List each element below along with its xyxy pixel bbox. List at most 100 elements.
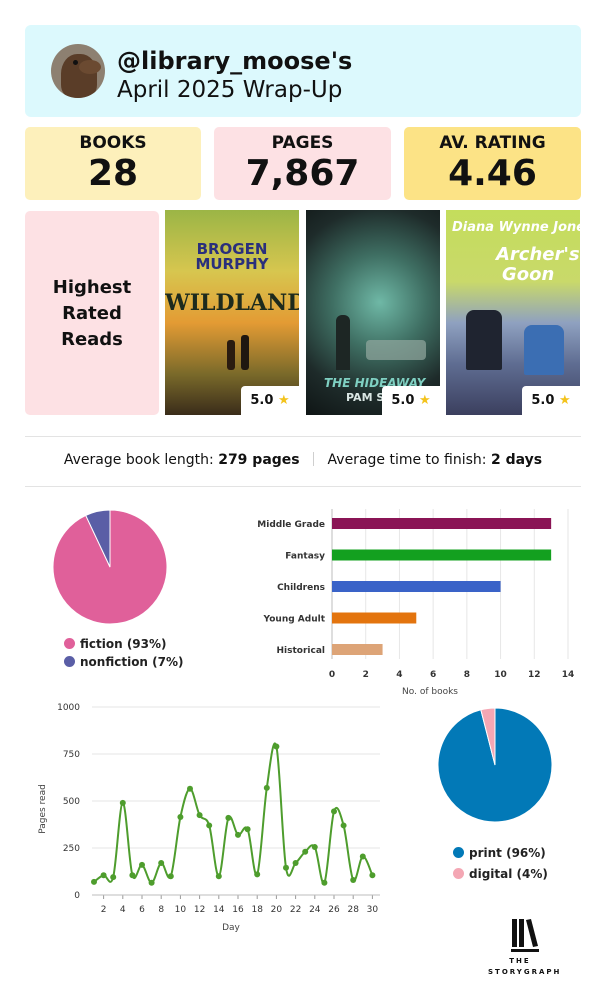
x-tick-label: 12 xyxy=(194,905,205,915)
data-point xyxy=(292,860,299,867)
category-label: Historical xyxy=(277,646,325,656)
data-point xyxy=(369,872,376,879)
avatar[interactable] xyxy=(51,44,105,98)
wrap-up-header: @library_moose's April 2025 Wrap-Up xyxy=(25,25,581,117)
data-point xyxy=(273,743,280,750)
x-tick-label: 10 xyxy=(175,905,187,915)
x-tick-label: 4 xyxy=(396,670,402,680)
data-point xyxy=(100,872,107,879)
series-line xyxy=(93,742,374,885)
legend-nonfiction: nonfiction (7%) xyxy=(64,655,184,669)
bar xyxy=(332,549,552,561)
username[interactable]: @library_moose's xyxy=(117,47,353,75)
divider xyxy=(313,452,315,466)
category-label: Middle Grade xyxy=(257,520,325,530)
cover-author: Diana Wynne Jones xyxy=(452,220,580,235)
x-tick-label: 8 xyxy=(464,670,470,680)
x-tick-label: 0 xyxy=(329,670,335,680)
pages-stat-card: PAGES 7,867 xyxy=(214,127,391,200)
avg-length-label: Average book length: xyxy=(63,452,214,468)
highest-rated-line: Highest xyxy=(52,277,132,298)
bar xyxy=(332,644,383,655)
data-point xyxy=(206,822,213,829)
book-cover-wildlands[interactable]: BROGEN MURPHY WILDLANDS 5.0 ★ xyxy=(165,210,299,415)
data-point xyxy=(119,799,126,806)
x-tick-label: 28 xyxy=(347,905,359,915)
data-point xyxy=(215,873,222,880)
book-cover-hideaway[interactable]: THE HIDEAWAY PAM S 5.0 ★ xyxy=(306,210,440,415)
cover-title: Goon xyxy=(502,264,555,285)
data-point xyxy=(283,864,289,871)
x-tick-label: 22 xyxy=(290,905,301,915)
y-tick-label: 250 xyxy=(63,844,80,854)
books-stat-value: 28 xyxy=(87,153,139,194)
x-axis-label: Day xyxy=(222,923,240,933)
x-tick-label: 2 xyxy=(101,905,107,915)
divider xyxy=(25,436,581,437)
rating-badge: 5.0 ★ xyxy=(522,386,580,415)
pages-stat-label: PAGES xyxy=(271,133,334,153)
data-point xyxy=(225,814,232,821)
legend-fiction: fiction (93%) xyxy=(64,637,167,651)
print-digital-pie xyxy=(437,707,553,823)
rating-stat-card: AV. RATING 4.46 xyxy=(404,127,581,200)
x-tick-label: 20 xyxy=(271,905,283,915)
averages-row: Average book length: 279 pages Average t… xyxy=(25,452,581,468)
data-point xyxy=(311,844,318,851)
pie-slice-digital xyxy=(480,707,496,766)
cover-author: PAM S xyxy=(346,391,385,404)
highest-rated-line: Reads xyxy=(61,329,123,350)
data-point xyxy=(187,785,193,792)
rating-badge: 5.0 ★ xyxy=(382,386,440,415)
highest-rated-label-box: Highest Rated Reads xyxy=(25,211,159,415)
data-point xyxy=(359,853,366,860)
x-tick-label: 14 xyxy=(562,670,575,680)
data-point xyxy=(129,872,136,879)
y-axis-label: Pages read xyxy=(38,784,48,834)
avg-length-value: 279 pages xyxy=(218,452,300,468)
storygraph-logo[interactable]: THE STORYGRAPH xyxy=(488,917,562,977)
y-tick-label: 1000 xyxy=(57,703,80,713)
rating-stat-value: 4.46 xyxy=(448,153,537,194)
highest-rated-line: Rated xyxy=(62,303,122,324)
logo-line2: STORYGRAPH xyxy=(488,968,562,976)
data-point xyxy=(177,813,184,820)
rating-badge: 5.0 ★ xyxy=(241,386,299,415)
x-axis-label: No. of books xyxy=(402,687,458,697)
page-title: April 2025 Wrap-Up xyxy=(117,77,343,103)
avg-time-value: 2 days xyxy=(490,452,543,468)
data-point xyxy=(196,812,203,819)
cover-title: WILDLANDS xyxy=(165,290,299,316)
x-tick-label: 2 xyxy=(363,670,369,680)
star-icon: ★ xyxy=(277,393,290,408)
legend-digital: digital (4%) xyxy=(453,867,548,881)
data-point xyxy=(167,873,174,880)
pie-slice-nonfiction xyxy=(85,509,111,568)
data-point xyxy=(340,822,347,829)
category-label: Childrens xyxy=(277,583,325,593)
genre-bar-chart: 0 2 4 6 8 10 12 14 Middle Grade Fantasy Childrens Y… xyxy=(257,509,575,697)
x-tick-label: 6 xyxy=(430,670,436,680)
books-stat-card: BOOKS 28 xyxy=(25,127,201,200)
pages-stat-value: 7,867 xyxy=(245,153,360,194)
x-tick-label: 30 xyxy=(367,905,379,915)
data-point xyxy=(235,831,241,838)
y-tick-label: 0 xyxy=(74,891,80,901)
book-cover-archers-goon[interactable]: Diana Wynne Jones Archer's Goon 5.0 ★ xyxy=(446,210,580,415)
cover-title: Archer's xyxy=(496,244,580,265)
data-point xyxy=(139,861,145,868)
x-tick-label: 12 xyxy=(528,670,541,680)
star-icon: ★ xyxy=(558,393,571,408)
x-tick-label: 18 xyxy=(251,905,263,915)
data-point xyxy=(91,878,97,885)
data-point xyxy=(331,808,337,815)
data-point xyxy=(302,848,309,855)
legend-print: print (96%) xyxy=(453,846,546,860)
bar xyxy=(332,581,501,592)
x-tick-label: 6 xyxy=(139,905,145,915)
rating-stat-label: AV. RATING xyxy=(439,133,546,153)
star-icon: ★ xyxy=(418,393,431,408)
data-point xyxy=(263,784,270,791)
storygraph-logo-icon xyxy=(511,919,539,952)
